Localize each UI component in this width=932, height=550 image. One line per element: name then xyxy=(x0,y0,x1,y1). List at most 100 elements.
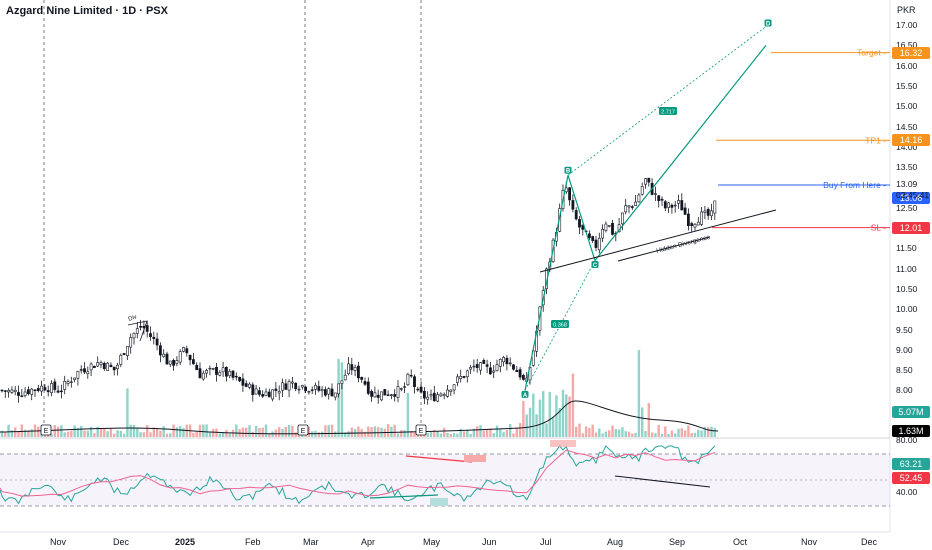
price-tick-label: 16.00 xyxy=(896,60,918,71)
ratio-badge xyxy=(659,107,677,115)
candle-body xyxy=(601,229,605,239)
candle-body xyxy=(343,374,347,381)
candle-body xyxy=(129,337,133,348)
volume-bar xyxy=(515,428,518,437)
candle xyxy=(10,386,14,395)
candle xyxy=(403,382,407,393)
volume-bar xyxy=(406,392,410,437)
hidden-divergence-line xyxy=(617,236,711,262)
volume-bar xyxy=(667,433,670,437)
candle xyxy=(505,355,509,371)
candle xyxy=(314,382,317,395)
candle xyxy=(238,376,242,382)
candle-body xyxy=(386,394,390,396)
candle-body xyxy=(419,386,423,393)
candle-body xyxy=(17,392,20,396)
time-tick-label: Sep xyxy=(669,537,686,547)
candle-body xyxy=(512,364,515,370)
candle xyxy=(683,203,687,215)
candle xyxy=(673,200,677,213)
candle-body xyxy=(79,369,83,371)
candle xyxy=(83,362,86,375)
candle-body xyxy=(63,380,67,390)
candle xyxy=(175,356,179,367)
volume-bar xyxy=(558,407,561,437)
candle xyxy=(112,366,116,376)
volume-bar xyxy=(608,430,611,437)
volume-bar xyxy=(53,425,56,437)
candle xyxy=(211,367,215,371)
rsi-hidden-divergence-line xyxy=(614,475,711,488)
candle xyxy=(251,382,255,402)
candle xyxy=(69,376,73,388)
candle-body xyxy=(637,194,641,203)
candle xyxy=(492,365,496,379)
volume-bar xyxy=(132,424,136,437)
pattern-point-label: A xyxy=(523,393,528,399)
rsi-badge: 52.45 xyxy=(892,472,930,484)
volume-bar xyxy=(690,432,693,437)
volume-bar xyxy=(693,432,697,437)
candle-body xyxy=(327,388,331,395)
volume-bar xyxy=(136,428,139,437)
volume-bar xyxy=(152,427,155,437)
volume-bar xyxy=(245,427,248,437)
candle xyxy=(182,346,185,353)
candle-body xyxy=(683,207,687,215)
candle-body xyxy=(594,239,598,248)
candle xyxy=(56,385,60,394)
candle xyxy=(13,386,17,396)
candle-body xyxy=(198,368,202,379)
volume-bar xyxy=(363,431,367,437)
volume-bar xyxy=(251,431,254,437)
price-tick-label: 12.50 xyxy=(896,202,918,213)
candle xyxy=(122,352,126,356)
volume-bar xyxy=(50,433,53,437)
candle-body xyxy=(310,389,314,391)
candle xyxy=(710,203,713,221)
candle xyxy=(139,319,143,331)
candle xyxy=(221,361,225,378)
volume-bar xyxy=(195,431,198,437)
candle-body xyxy=(271,389,275,400)
candle-body xyxy=(290,381,294,384)
volume-bar xyxy=(634,432,637,437)
candle xyxy=(630,205,634,210)
candle xyxy=(333,392,337,401)
volume-bar xyxy=(334,431,337,437)
candle xyxy=(690,221,694,233)
candle xyxy=(155,332,159,351)
candle-body xyxy=(703,210,707,213)
volume-bar xyxy=(522,400,525,437)
event-marker xyxy=(40,424,52,436)
support-trendline xyxy=(539,209,777,273)
volume-bar xyxy=(495,425,499,437)
candle-body xyxy=(159,345,162,356)
candle xyxy=(436,391,440,403)
volume-bar xyxy=(462,431,466,437)
candle xyxy=(413,374,416,394)
pattern-point-label: B xyxy=(566,169,571,175)
rsi-marker-bull xyxy=(430,498,448,506)
candle xyxy=(201,370,205,381)
candle-body xyxy=(350,364,354,371)
volume-bar xyxy=(198,424,202,437)
candle-body xyxy=(175,360,179,364)
rsi-line xyxy=(0,445,716,505)
candle-body xyxy=(132,332,136,339)
volume-bar xyxy=(660,433,664,437)
candle xyxy=(640,182,644,196)
candle xyxy=(310,386,314,394)
candle-body xyxy=(13,389,17,392)
candle xyxy=(63,375,67,395)
candle xyxy=(363,377,367,387)
candle-body xyxy=(571,200,575,210)
candle xyxy=(225,366,228,382)
volume-bar xyxy=(261,427,264,437)
candle-body xyxy=(152,336,156,339)
candle-body xyxy=(238,376,242,382)
candle-body xyxy=(165,353,169,365)
candle-body xyxy=(0,389,4,392)
